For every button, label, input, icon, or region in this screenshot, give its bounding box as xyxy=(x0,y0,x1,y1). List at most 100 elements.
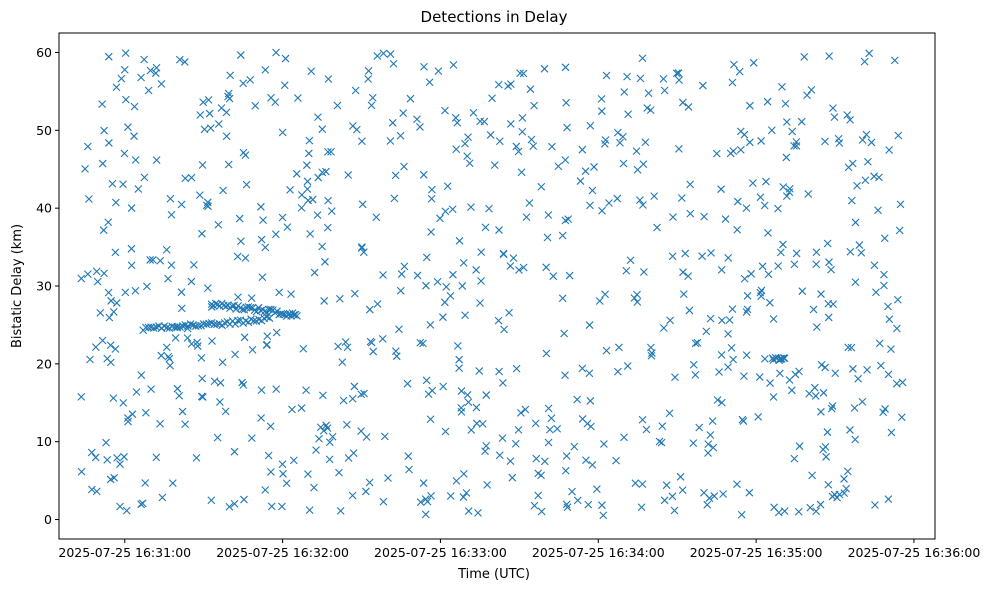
scatter-point xyxy=(602,346,611,355)
scatter-point xyxy=(893,295,902,304)
scatter-point xyxy=(781,99,790,108)
scatter-point xyxy=(338,358,347,366)
scatter-point xyxy=(755,373,764,381)
scatter-point xyxy=(413,271,422,280)
scatter-point xyxy=(472,266,481,274)
scatter-point xyxy=(639,201,647,209)
scatter-point xyxy=(823,239,832,248)
scatter-point xyxy=(467,203,475,211)
scatter-point xyxy=(380,432,389,441)
scatter-point xyxy=(335,468,343,477)
scatter-point xyxy=(390,194,399,203)
scatter-point xyxy=(475,367,484,375)
scatter-point xyxy=(258,273,267,282)
scatter-point xyxy=(637,503,646,512)
scatter-point xyxy=(323,424,332,433)
scatter-point xyxy=(779,240,787,249)
scatter-point xyxy=(724,363,732,371)
scatter-point xyxy=(91,343,100,352)
scatter-point xyxy=(240,495,248,504)
scatter-point xyxy=(872,288,880,297)
scatter-point xyxy=(748,179,757,187)
y-tick-label: 60 xyxy=(36,45,52,60)
scatter-point xyxy=(130,102,139,111)
scatter-point xyxy=(325,438,334,447)
scatter-point xyxy=(659,75,668,83)
scatter-point xyxy=(884,370,893,379)
scatter-point xyxy=(881,405,889,413)
scatter-point xyxy=(827,404,836,413)
scatter-point xyxy=(736,146,745,154)
scatter-point xyxy=(386,137,395,145)
scatter-point xyxy=(455,364,463,373)
scatter-point xyxy=(717,265,726,274)
scatter-point xyxy=(181,420,189,429)
scatter-point xyxy=(686,180,695,189)
scatter-point xyxy=(757,286,766,295)
scatter-point xyxy=(715,368,723,376)
scatter-point xyxy=(233,252,242,261)
scatter-point xyxy=(343,343,352,352)
scatter-point xyxy=(545,425,554,434)
scatter-point xyxy=(863,365,871,374)
scatter-point xyxy=(148,256,157,264)
scatter-point xyxy=(167,261,176,269)
scatter-point xyxy=(204,96,213,104)
scatter-point xyxy=(396,131,405,140)
scatter-point xyxy=(693,338,702,347)
scatter-point xyxy=(769,315,778,323)
scatter-point xyxy=(713,396,722,404)
scatter-point xyxy=(742,351,751,359)
scatter-point xyxy=(221,407,230,416)
scatter-point xyxy=(391,347,400,355)
scatter-point xyxy=(635,196,644,205)
scatter-point xyxy=(324,148,332,156)
scatter-point xyxy=(426,320,435,329)
scatter-point xyxy=(358,137,366,146)
scatter-point xyxy=(446,291,455,300)
scatter-point xyxy=(77,467,86,476)
scatter-point xyxy=(266,422,275,431)
scatter-point xyxy=(465,159,474,168)
scatter-point xyxy=(597,107,606,116)
scatter-point xyxy=(764,228,772,237)
scatter-point xyxy=(196,111,205,119)
scatter-point xyxy=(724,254,733,262)
scatter-point xyxy=(733,480,741,489)
scatter-point xyxy=(313,211,322,219)
scatter-point xyxy=(766,379,774,387)
scatter-point xyxy=(657,438,666,447)
scatter-point xyxy=(425,78,434,87)
scatter-point xyxy=(573,496,582,505)
scatter-point xyxy=(857,248,866,257)
scatter-point xyxy=(113,453,121,462)
scatter-point xyxy=(514,426,523,434)
scatter-point xyxy=(797,117,806,126)
scatter-point xyxy=(297,204,306,212)
scatter-point xyxy=(203,284,212,293)
scatter-point xyxy=(98,100,107,108)
scatter-point xyxy=(181,174,190,183)
scatter-point xyxy=(215,398,224,406)
scatter-point xyxy=(600,139,609,148)
scatter-point xyxy=(776,248,785,257)
scatter-point xyxy=(178,407,187,416)
scatter-point xyxy=(561,63,570,72)
scatter-point xyxy=(506,457,515,466)
scatter-point xyxy=(897,413,906,422)
scatter-point xyxy=(379,271,387,279)
scatter-point xyxy=(482,391,491,399)
scatter-point xyxy=(817,360,826,369)
scatter-point xyxy=(303,177,312,186)
scatter-point xyxy=(718,316,726,325)
scatter-point xyxy=(442,283,451,291)
scatter-point xyxy=(198,229,206,238)
scatter-point xyxy=(854,374,863,383)
scatter-point xyxy=(315,434,323,443)
scatter-point xyxy=(131,286,140,295)
scatter-point xyxy=(105,313,114,322)
scatter-point xyxy=(143,282,151,291)
scatter-point xyxy=(867,138,876,147)
data-points xyxy=(77,48,907,520)
scatter-point xyxy=(365,478,374,487)
